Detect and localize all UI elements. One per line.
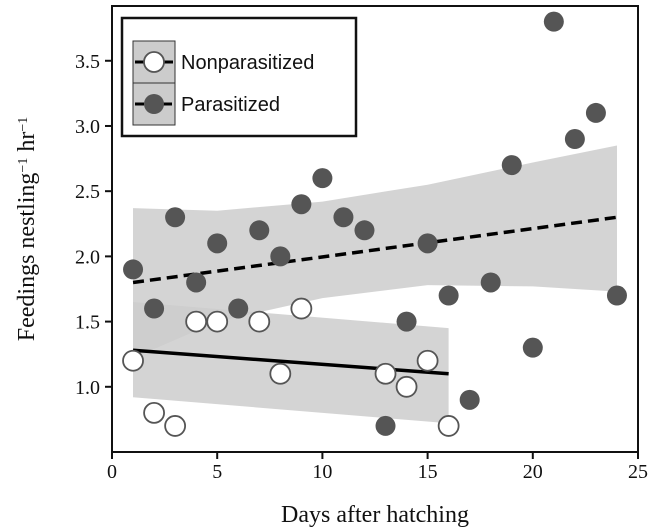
fit-line-parasitized	[132, 215, 618, 285]
point-parasitized	[354, 220, 375, 241]
point-parasitized	[543, 11, 564, 32]
point-parasitized	[291, 194, 312, 215]
y-tick-label: 1.5	[75, 312, 100, 334]
legend: Nonparasitized Parasitized	[120, 16, 358, 138]
point-parasitized	[606, 285, 627, 306]
point-parasitized	[438, 285, 459, 306]
point-nonparasitized	[164, 415, 187, 437]
point-nonparasitized	[416, 349, 439, 372]
point-parasitized	[228, 298, 249, 319]
point-nonparasitized	[206, 310, 229, 333]
x-tick-label: 15	[418, 461, 438, 483]
point-parasitized	[480, 272, 501, 293]
y-tick-label: 2.5	[75, 181, 100, 203]
point-parasitized	[312, 168, 333, 189]
x-tick-label: 20	[523, 461, 543, 483]
legend-label-parasitized: Parasitized	[181, 94, 280, 116]
point-parasitized	[522, 337, 543, 358]
y-tick-label: 3.0	[75, 116, 100, 138]
point-nonparasitized	[374, 362, 397, 385]
plot-frame	[111, 5, 639, 453]
point-parasitized	[249, 220, 270, 241]
x-tick-label: 10	[312, 461, 332, 483]
legend-marker-parasitized	[144, 94, 164, 114]
x-tick-label: 0	[107, 461, 117, 483]
point-parasitized	[417, 233, 438, 254]
point-nonparasitized	[290, 297, 313, 320]
y-tick-label: 1.0	[75, 377, 100, 399]
point-nonparasitized	[248, 310, 271, 333]
point-parasitized	[459, 389, 480, 410]
point-parasitized	[207, 233, 228, 254]
point-parasitized	[186, 272, 207, 293]
y-tick-label: 2.0	[75, 246, 100, 268]
y-axis-title: Feedings nestling−1 hr−1	[14, 117, 40, 341]
y-axis-title-exp1: −1	[16, 158, 31, 173]
legend-marker-nonparasitized	[143, 51, 165, 73]
point-nonparasitized	[437, 415, 460, 437]
y-tick-label: 3.5	[75, 51, 100, 73]
y-axis-title-main: Feedings nestling	[14, 173, 40, 342]
point-nonparasitized	[185, 310, 208, 333]
fit-line-nonparasitized	[132, 348, 449, 376]
point-nonparasitized	[269, 362, 292, 385]
y-axis-ticks: 1.0 1.5 2.0 2.5 3.0 3.5	[75, 51, 112, 399]
point-parasitized	[396, 311, 417, 332]
point-parasitized	[564, 129, 585, 150]
point-parasitized	[165, 207, 186, 228]
y-axis-title-exp2: −1	[16, 117, 31, 132]
point-parasitized	[144, 298, 165, 319]
point-parasitized	[375, 415, 396, 436]
legend-label-nonparasitized: Nonparasitized	[181, 52, 314, 74]
fit-lines	[132, 215, 618, 376]
x-axis-title: Days after hatching	[281, 502, 469, 528]
x-axis-ticks: 0 5 10 15 20 25	[107, 452, 648, 483]
point-nonparasitized	[122, 349, 144, 372]
point-nonparasitized	[143, 401, 165, 424]
confidence-band-parasitized	[133, 145, 617, 359]
point-parasitized	[585, 102, 606, 123]
x-tick-label: 25	[628, 461, 648, 483]
point-parasitized	[270, 246, 291, 267]
y-axis-title-mid: hr	[14, 132, 40, 158]
point-nonparasitized	[395, 375, 418, 398]
data-points	[122, 11, 627, 437]
x-tick-label: 5	[212, 461, 222, 483]
point-parasitized	[333, 207, 354, 228]
point-parasitized	[123, 259, 144, 280]
point-parasitized	[501, 155, 522, 176]
